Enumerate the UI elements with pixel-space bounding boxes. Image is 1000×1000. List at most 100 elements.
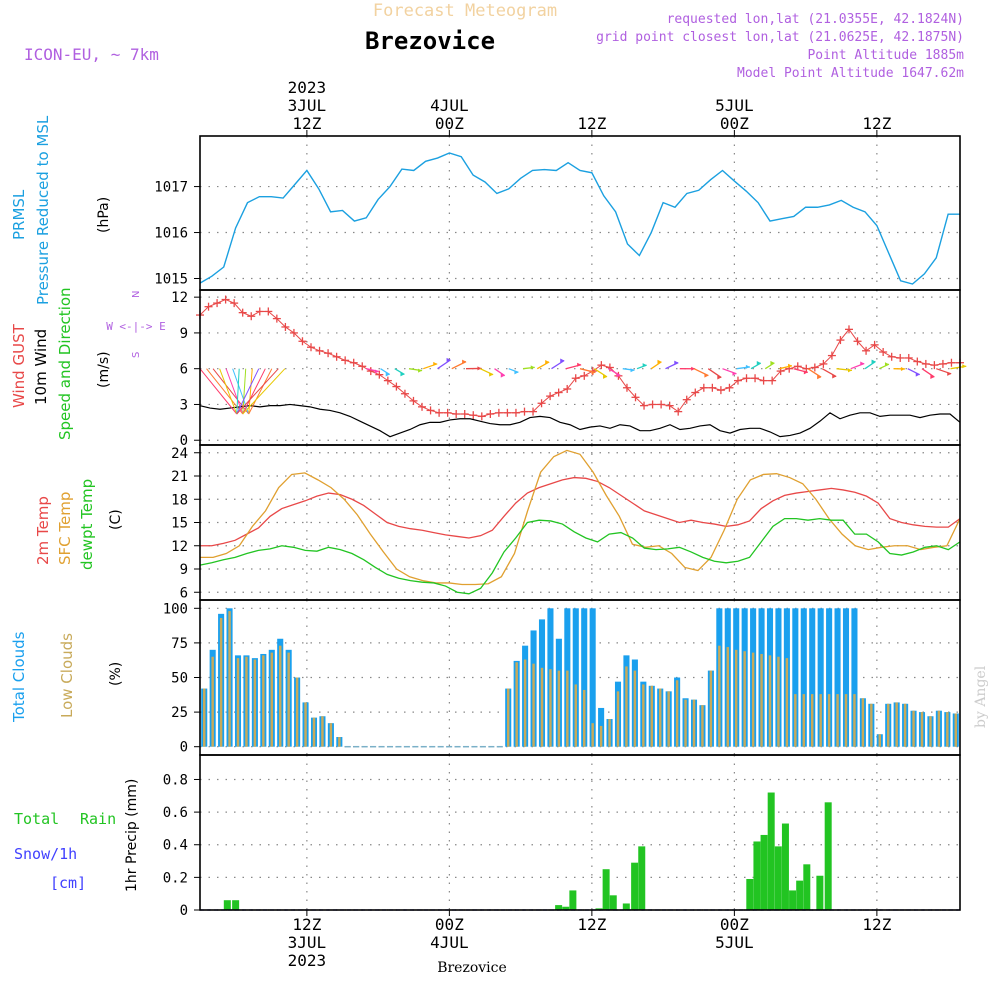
- low-cloud-bar: [599, 725, 603, 747]
- low-cloud-bar: [692, 699, 696, 747]
- low-cloud-bar: [718, 645, 721, 747]
- low-cloud-bar: [844, 694, 848, 747]
- low-cloud-bar: [819, 694, 822, 747]
- wind-arrow-head: [418, 368, 423, 373]
- low-cloud-bar: [920, 712, 924, 747]
- low-cloud-bar: [219, 617, 223, 747]
- low-cloud-bar: [279, 645, 282, 747]
- total-cloud-bar: [809, 608, 816, 747]
- y-tick-label: 3: [180, 397, 188, 413]
- top-time-label: 00Z: [720, 114, 749, 133]
- pressure-unit: (hPa): [96, 197, 112, 233]
- rain-bar: [774, 846, 782, 910]
- y-tick-label: 9: [180, 326, 188, 342]
- low-cloud-bar: [912, 710, 915, 747]
- low-cloud-bar: [929, 716, 932, 747]
- low-cloud-bar: [245, 656, 248, 747]
- panel-frame: [199, 135, 961, 291]
- low-cloud-bar: [557, 670, 561, 747]
- top-time-label: 4JUL: [430, 96, 469, 115]
- requested-coords: requested lon,lat (21.0355E, 42.1824N): [667, 12, 964, 27]
- bottom-time-label: 2023: [288, 951, 327, 970]
- temp-unit: (C): [108, 509, 124, 530]
- low-cloud-bar: [574, 684, 577, 747]
- low-cloud-bar: [608, 719, 611, 747]
- low-cloud-bar: [878, 734, 881, 747]
- sfc-temp-line: [200, 449, 961, 586]
- wind-arrow-head: [616, 373, 621, 378]
- total-cloud-bar: [589, 608, 596, 747]
- bottom-time-label: 4JUL: [430, 933, 469, 952]
- low-cloud-bar: [802, 694, 805, 747]
- low-cloud-bar: [701, 705, 704, 747]
- wind-arrow-head: [630, 368, 635, 373]
- wind-arrow-head: [871, 359, 876, 364]
- low-cloud-bar: [583, 689, 586, 747]
- wind-arrow-head: [756, 361, 761, 366]
- clouds-label-b: Low Clouds: [58, 633, 76, 718]
- low-cloud-bar: [540, 667, 544, 747]
- wind-arrow-head: [704, 373, 709, 378]
- panel-frame: [199, 754, 961, 911]
- wind-direction-arrow: [864, 360, 876, 370]
- point-altitude: Point Altitude 1885m: [807, 48, 964, 63]
- bottom-time-label: 12Z: [577, 915, 606, 934]
- low-cloud-bar: [903, 703, 907, 747]
- wind-arrow-head: [514, 370, 519, 375]
- wind-direction-arrow: [380, 368, 391, 376]
- wind-arrow-head: [400, 372, 405, 377]
- top-time-label: 00Z: [435, 114, 464, 133]
- low-cloud-bar: [684, 699, 687, 747]
- wind-arrow-head: [500, 373, 505, 378]
- wind-direction-arrow: [807, 368, 822, 378]
- wind-arrow-head: [545, 359, 550, 364]
- clouds-label-a: Total Clouds: [10, 631, 28, 723]
- wind-direction-arrow: [821, 368, 837, 378]
- top-time-label: 12Z: [292, 114, 321, 133]
- grid-point-coords: grid point closest lon,lat (21.0625E, 42…: [596, 30, 964, 45]
- t2m-line: [200, 476, 961, 547]
- y-tick-label: 12: [171, 290, 188, 306]
- wind-direction-arrow: [394, 368, 405, 375]
- credit: by Angel: [973, 665, 989, 728]
- low-cloud-bar: [937, 710, 941, 747]
- y-tick-label: 12: [171, 539, 188, 555]
- y-tick-label: 6: [180, 585, 188, 601]
- precip-rain: Rain: [80, 810, 116, 828]
- low-cloud-bar: [566, 670, 569, 747]
- total-cloud-bar: [581, 608, 588, 747]
- wind-arrow-head: [745, 364, 750, 369]
- total-cloud-bar: [572, 608, 579, 747]
- rain-bar: [760, 834, 768, 910]
- wind-label-a: Wind GUST: [10, 323, 28, 408]
- wind-arrow-head: [477, 366, 482, 371]
- panel-frame: [199, 289, 961, 446]
- temp-label-b: SFC Temp: [56, 492, 74, 565]
- wind-arrow-head: [374, 369, 379, 374]
- wind-arrow-head: [462, 359, 467, 364]
- model-altitude: Model Point Altitude 1647.62m: [737, 66, 964, 81]
- bottom-time-label: 12Z: [862, 915, 891, 934]
- y-tick-label: 25: [171, 705, 188, 721]
- wind-direction-arrow: [199, 368, 238, 415]
- footer-station: Brezovice: [437, 960, 507, 976]
- low-cloud-bar: [287, 652, 290, 747]
- wind-line: [199, 403, 961, 438]
- y-tick-label: 0.6: [163, 805, 188, 821]
- wind-direction-arrow: [650, 361, 662, 370]
- low-cloud-bar: [591, 723, 594, 747]
- rain-bar: [781, 823, 789, 910]
- compass-ew: W <-|-> E: [106, 320, 166, 333]
- rain-bar: [555, 905, 563, 910]
- y-tick-label: 0.8: [163, 772, 188, 788]
- pressure-label-a: PRMSL: [10, 189, 28, 240]
- total-cloud-bar: [834, 608, 841, 747]
- y-tick-label: 0: [180, 903, 188, 919]
- low-cloud-bar: [777, 656, 780, 747]
- wind-direction-arrow: [494, 368, 506, 377]
- precip-unit: 1hr Precip (mm): [124, 779, 140, 892]
- low-cloud-bar: [895, 702, 898, 747]
- rain-bar: [638, 846, 646, 910]
- low-cloud-bar: [532, 663, 535, 747]
